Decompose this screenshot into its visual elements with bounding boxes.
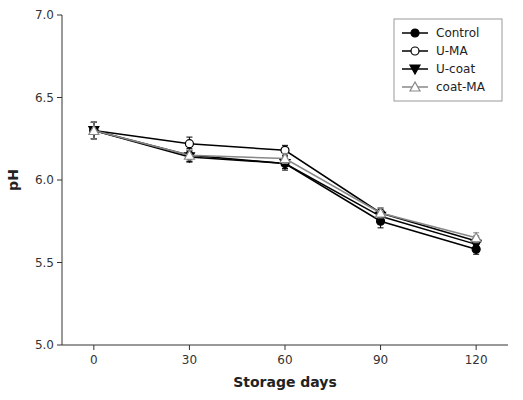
x-tick xyxy=(380,345,381,350)
series xyxy=(90,122,480,254)
series-line xyxy=(94,131,476,245)
x-tick-label: 30 xyxy=(182,353,197,367)
series-line xyxy=(94,131,476,238)
data-point xyxy=(280,154,290,163)
x-tick xyxy=(285,345,286,350)
x-tick-label: 120 xyxy=(465,353,488,367)
y-tick xyxy=(57,180,62,181)
plot-area xyxy=(89,122,481,254)
y-tick xyxy=(57,345,62,346)
y-tick-label: 6.5 xyxy=(35,91,54,105)
y-axis-label: pH xyxy=(5,169,21,191)
x-tick xyxy=(93,345,94,350)
legend-label: coat-MA xyxy=(436,80,486,94)
y-tick-label: 5.5 xyxy=(35,256,54,270)
data-point xyxy=(89,126,99,135)
y-tick-label: 5.0 xyxy=(35,338,54,352)
data-point xyxy=(89,127,99,136)
x-axis-label: Storage days xyxy=(233,374,337,390)
series xyxy=(90,122,480,246)
series-line xyxy=(94,131,476,250)
legend-label: U-coat xyxy=(436,62,475,76)
y-tick xyxy=(57,15,62,16)
x-tick xyxy=(189,345,190,350)
legend: Control U-MA U-coat coat-MA xyxy=(394,19,502,101)
series xyxy=(89,122,481,249)
error-bar xyxy=(186,137,192,150)
legend-marker xyxy=(411,29,419,37)
y-tick-label: 6.0 xyxy=(35,173,54,187)
legend-marker xyxy=(410,82,420,91)
data-point xyxy=(471,233,481,242)
legend-marker xyxy=(410,65,420,74)
legend-box xyxy=(394,19,502,101)
legend-marker xyxy=(411,47,419,55)
legend-label: Control xyxy=(436,26,479,40)
x-tick-label: 0 xyxy=(90,353,98,367)
x-tick xyxy=(476,345,477,350)
legend-label: U-MA xyxy=(436,44,468,58)
x-tick-label: 60 xyxy=(277,353,292,367)
series xyxy=(89,122,481,242)
y-tick xyxy=(57,262,62,263)
y-tick xyxy=(57,97,62,98)
data-point xyxy=(184,150,194,159)
y-tick-label: 7.0 xyxy=(35,8,54,22)
data-point xyxy=(376,208,386,217)
data-point xyxy=(185,140,193,148)
x-tick-label: 90 xyxy=(373,353,388,367)
chart: 5.0 5.5 6.0 6.5 7.0 0 30 60 90 120 Storage days pH C… xyxy=(0,0,523,400)
